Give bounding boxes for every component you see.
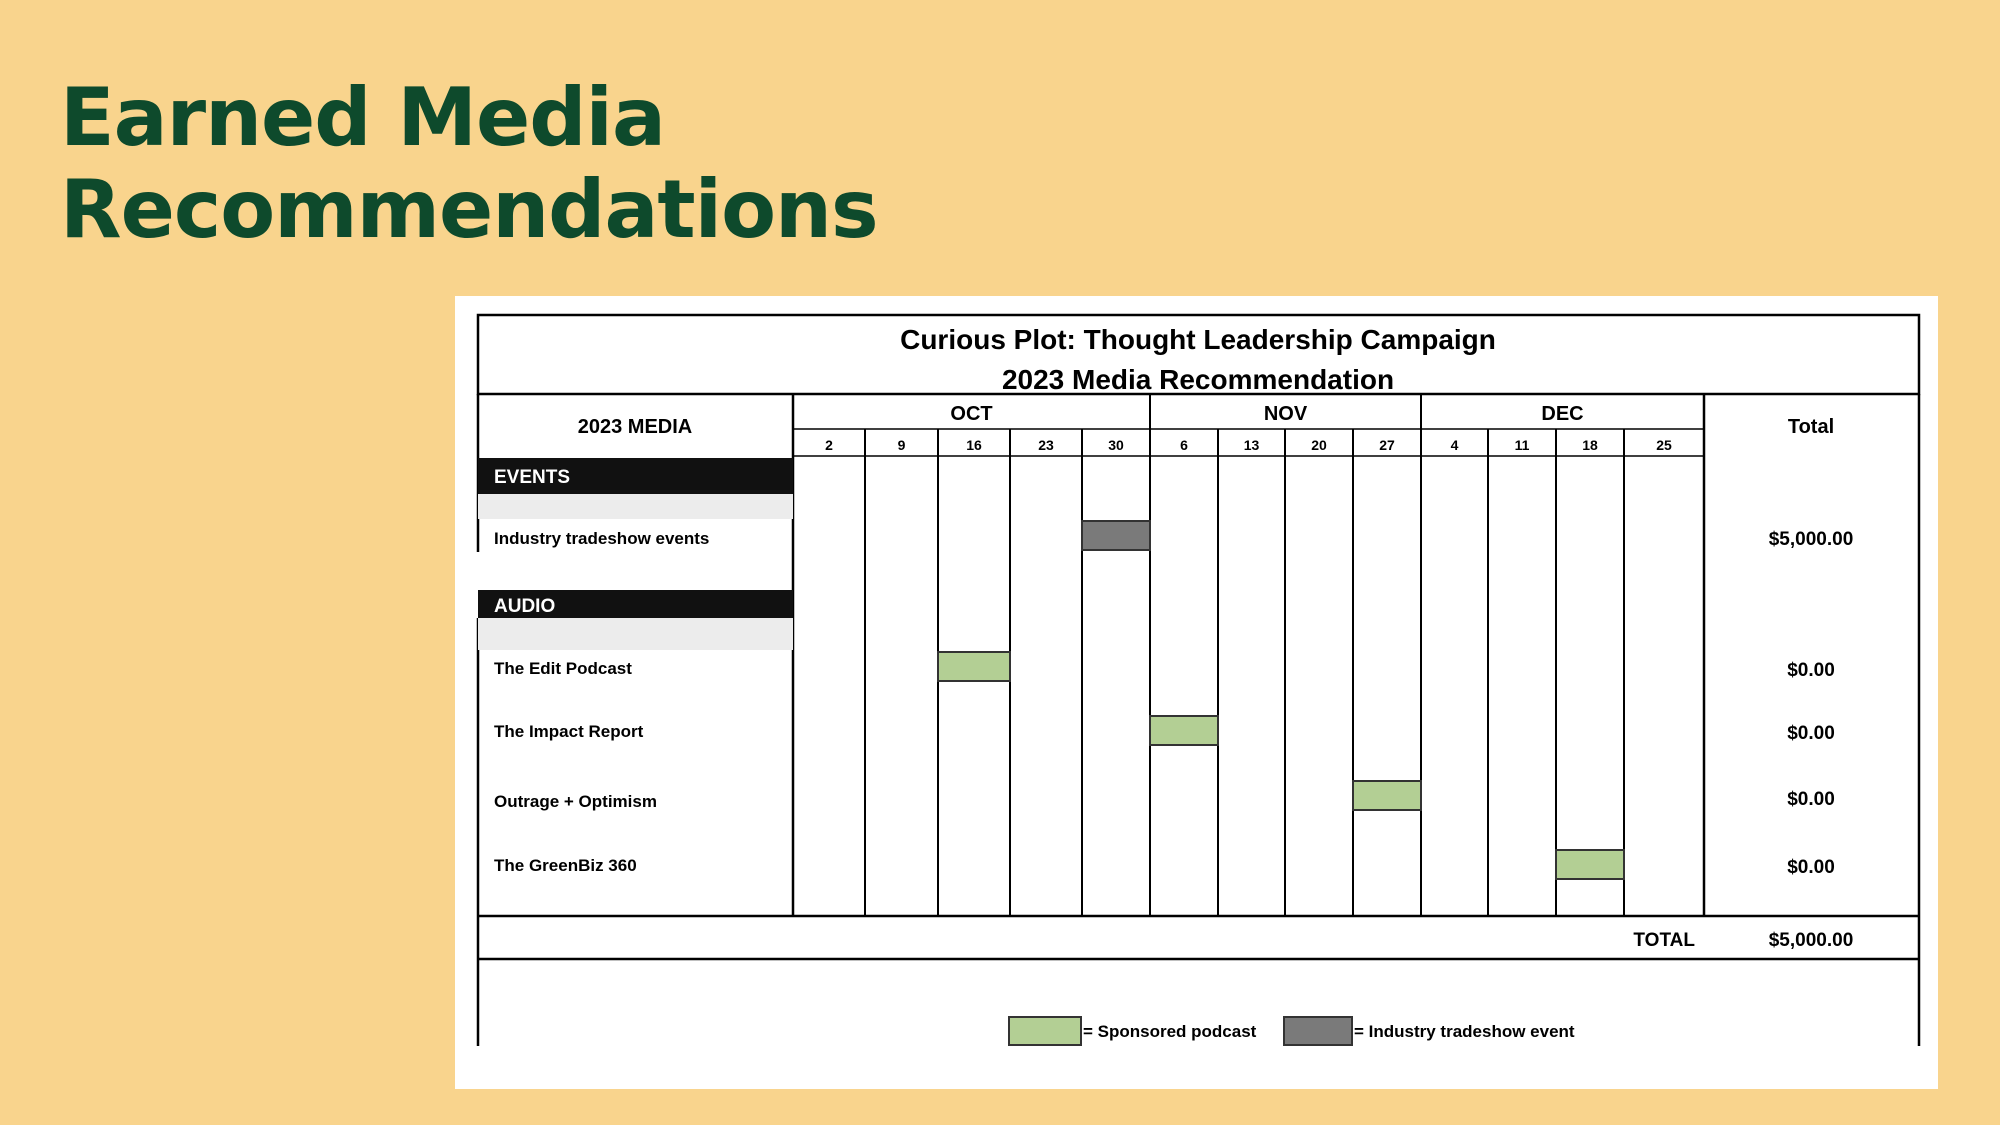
week-label-nov-13: 13: [1244, 437, 1260, 453]
section-label-audio: AUDIO: [494, 596, 555, 617]
slide-title-line-1: Earned Media: [60, 71, 666, 164]
legend-label-sponsored-podcast: = Sponsored podcast: [1083, 1022, 1257, 1041]
week-label-dec-25: 25: [1656, 437, 1672, 453]
schedule-subtitle: 2023 Media Recommendation: [1002, 364, 1394, 395]
row-total-the-edit-podcast: $0.00: [1787, 660, 1835, 681]
week-label-oct-30: 30: [1108, 437, 1124, 453]
row-label-the-impact-report: The Impact Report: [494, 722, 644, 741]
total-column-header: Total: [1788, 416, 1834, 438]
grand-total-value: $5,000.00: [1769, 930, 1854, 951]
grand-total-label: TOTAL: [1633, 930, 1695, 951]
week-label-nov-27: 27: [1379, 437, 1395, 453]
section-bar-events: [478, 458, 793, 494]
schedule-title: Curious Plot: Thought Leadership Campaig…: [900, 324, 1496, 355]
media-schedule-card: Curious Plot: Thought Leadership Campaig…: [455, 296, 1938, 1089]
month-label-dec: DEC: [1541, 403, 1583, 425]
row-total-industry-tradeshow-events: $5,000.00: [1769, 529, 1854, 550]
shaded-row-events: [478, 494, 793, 519]
title-frame: [476, 313, 1921, 396]
week-label-nov-6: 6: [1180, 437, 1188, 453]
slide-title-line-2: Recommendations: [60, 163, 879, 256]
row-total-the-greenbiz-360: $0.00: [1787, 857, 1835, 878]
shaded-row-audio: [478, 618, 793, 650]
schedule-block-podcast: [1352, 780, 1422, 811]
row-label-industry-tradeshow-events: Industry tradeshow events: [494, 529, 709, 548]
month-label-oct: OCT: [950, 403, 992, 425]
media-column-header: 2023 MEDIA: [578, 416, 693, 438]
week-label-oct-9: 9: [898, 437, 906, 453]
row-label-outrage-optimism: Outrage + Optimism: [494, 792, 657, 811]
week-label-oct-23: 23: [1038, 437, 1054, 453]
row-label-the-edit-podcast: The Edit Podcast: [494, 659, 632, 678]
month-label-nov: NOV: [1264, 403, 1308, 425]
row-label-the-greenbiz-360: The GreenBiz 360: [494, 856, 637, 875]
week-label-dec-4: 4: [1451, 437, 1459, 453]
media-schedule-table: Curious Plot: Thought Leadership Campaig…: [476, 313, 1921, 1046]
legend-swatch-industry-tradeshow-event: [1283, 1016, 1353, 1046]
legend-swatch-sponsored-podcast: [1008, 1016, 1082, 1046]
legend-label-industry-tradeshow-event: = Industry tradeshow event: [1354, 1022, 1575, 1041]
row-total-outrage-optimism: $0.00: [1787, 789, 1835, 810]
week-label-oct-16: 16: [966, 437, 982, 453]
section-bar-audio: [478, 590, 793, 618]
row-total-the-impact-report: $0.00: [1787, 723, 1835, 744]
week-label-nov-20: 20: [1311, 437, 1327, 453]
schedule-block-podcast: [937, 651, 1011, 682]
slide-title: Earned Media Recommendations: [60, 72, 1160, 256]
schedule-block-tradeshow: [1081, 520, 1151, 551]
section-label-events: EVENTS: [494, 467, 570, 488]
schedule-block-podcast: [1555, 849, 1625, 880]
week-label-dec-18: 18: [1582, 437, 1598, 453]
schedule-block-podcast: [1149, 715, 1219, 746]
week-label-dec-11: 11: [1515, 437, 1530, 453]
week-label-oct-2: 2: [825, 437, 833, 453]
